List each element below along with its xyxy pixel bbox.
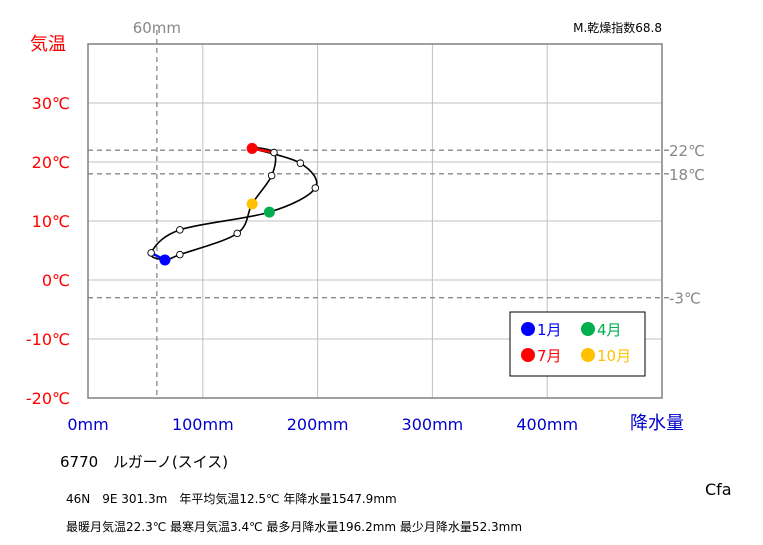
legend-box <box>509 311 646 377</box>
month-point-9 <box>267 171 276 180</box>
legend-label-4: 4月 <box>597 321 622 339</box>
x-tick-label: 100mm <box>172 415 234 434</box>
month-point-3 <box>176 226 184 234</box>
legend-marker-7 <box>521 348 535 362</box>
y-tick-label: 20℃ <box>32 153 70 172</box>
y-tick-label: 30℃ <box>32 94 70 113</box>
legend-label-1: 1月 <box>537 321 562 339</box>
month-point-11 <box>233 229 241 238</box>
y-tick-label: 0℃ <box>42 271 70 290</box>
legend-marker-1 <box>521 322 535 336</box>
month-point-10 <box>246 198 258 210</box>
station-stats-line-1: 46N 9E 301.3m 年平均気温12.5℃ 年降水量1547.9mm <box>66 492 397 506</box>
legend-marker-10 <box>581 348 595 362</box>
legend-label-7: 7月 <box>537 347 562 365</box>
y-axis-title: 気温 <box>30 34 66 55</box>
aridity-index-label: M.乾燥指数68.8 <box>573 20 662 35</box>
climate-curve <box>150 146 318 261</box>
reference-label-temperature: 18℃ <box>669 166 705 184</box>
legend-marker-4 <box>581 322 595 336</box>
station-stats-line-2: 最暖月気温22.3℃ 最寒月気温3.4℃ 最多月降水量196.2mm 最少月降水… <box>66 520 523 534</box>
legend-label-10: 10月 <box>597 347 631 365</box>
station-id-name: 6770 ルガーノ(スイス) <box>60 453 229 471</box>
plot-frame <box>87 43 663 399</box>
month-point-1 <box>159 254 171 266</box>
month-point-12 <box>176 250 184 259</box>
x-tick-label: 200mm <box>287 415 349 434</box>
month-point-4 <box>263 206 275 218</box>
month-point-8 <box>270 148 278 157</box>
x-tick-label: 300mm <box>402 415 464 434</box>
y-tick-label: -10℃ <box>26 330 70 349</box>
month-point-5 <box>311 184 320 192</box>
month-point-2 <box>147 249 155 257</box>
y-tick-label: 10℃ <box>32 212 70 231</box>
x-axis-title: 降水量 <box>630 413 684 434</box>
y-tick-label: -20℃ <box>26 389 70 408</box>
month-point-7 <box>246 142 258 154</box>
climate-code: Cfa <box>705 480 732 499</box>
reference-label-precip: 60mm <box>133 19 181 37</box>
reference-label-temperature: 22℃ <box>669 142 705 160</box>
month-point-6 <box>296 159 305 167</box>
x-tick-label: 0mm <box>67 415 108 434</box>
reference-label-temperature: -3℃ <box>669 290 701 308</box>
x-tick-label: 400mm <box>516 415 578 434</box>
